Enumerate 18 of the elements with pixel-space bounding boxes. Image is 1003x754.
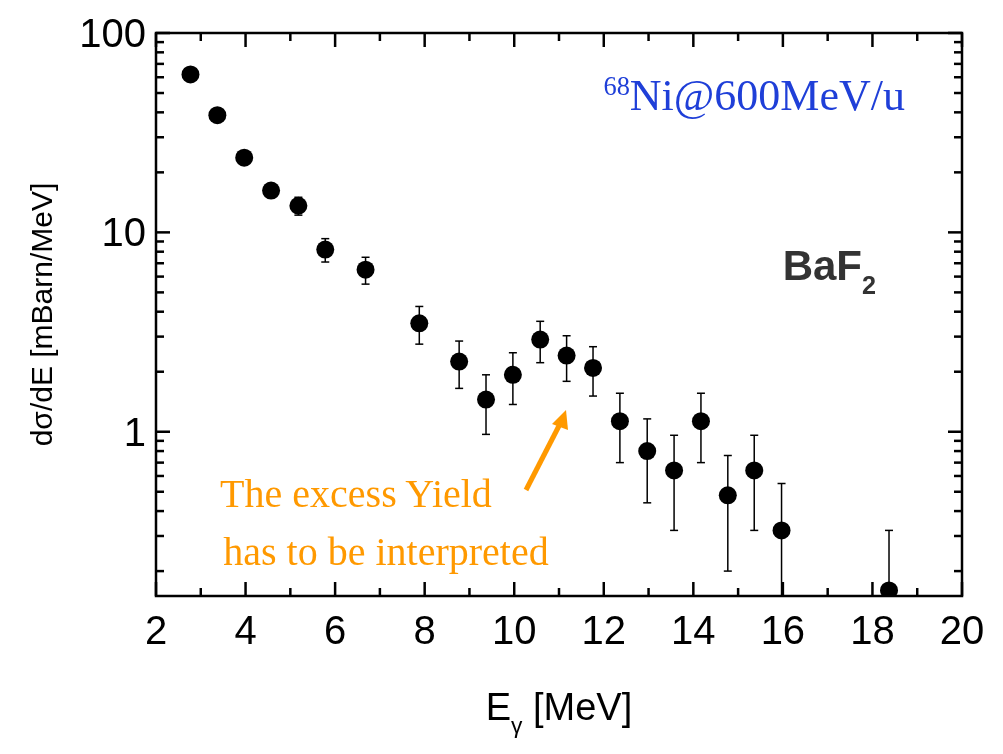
x-tick-label: 12 bbox=[581, 608, 627, 652]
annotation: $^{68}$Ni@600MeV/u bbox=[603, 71, 905, 120]
x-tick-label: 14 bbox=[671, 608, 716, 652]
annotation: The excess Yield has to be interpreted bbox=[220, 471, 549, 574]
y-axis-title: dσ/dE [mBarn/MeV] bbox=[25, 182, 58, 447]
x-tick-label: 2 bbox=[144, 608, 168, 652]
y-tick-label: 100 bbox=[79, 11, 146, 55]
x-tick-label: 10 bbox=[491, 608, 537, 652]
y-tick-label: 1 bbox=[123, 409, 146, 454]
x-tick-label: 16 bbox=[760, 608, 806, 652]
x-tick-label: 20 bbox=[939, 608, 985, 652]
x-axis-title: E$_{γ}$ [MeV] bbox=[485, 686, 633, 738]
y-tick-label: 10 bbox=[101, 210, 146, 255]
x-tick-label: 4 bbox=[234, 608, 257, 652]
x-tick-label: 8 bbox=[413, 608, 436, 652]
x-tick-label: 18 bbox=[850, 608, 895, 652]
annotation: BaF$_{2}$ bbox=[782, 242, 876, 299]
x-tick-label: 6 bbox=[323, 608, 347, 652]
